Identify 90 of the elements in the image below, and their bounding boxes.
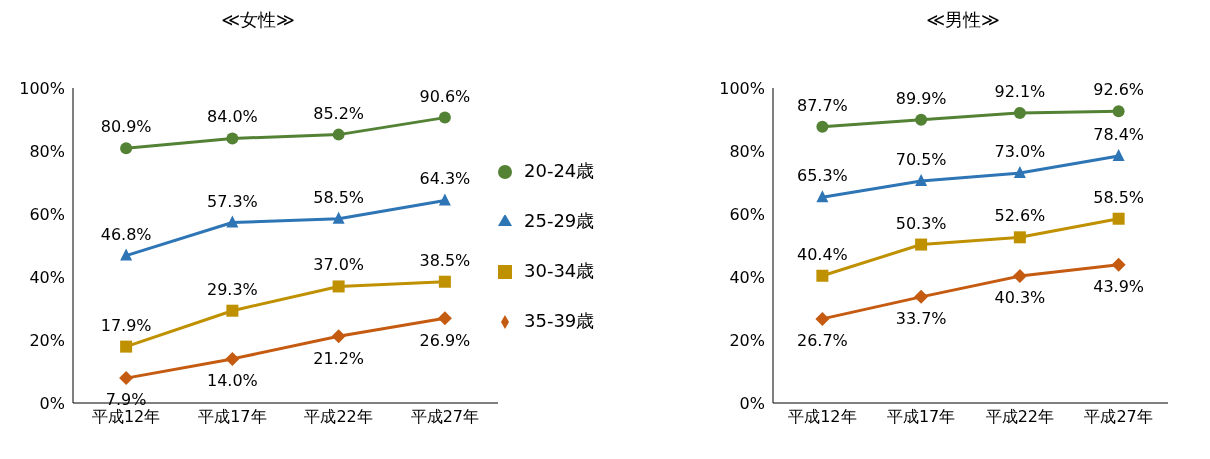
data-label: 50.3% bbox=[895, 213, 947, 233]
data-label: 43.9% bbox=[1093, 277, 1145, 297]
data-label: 92.1% bbox=[994, 81, 1046, 101]
point bbox=[120, 340, 133, 353]
data-label: 92.6% bbox=[1093, 80, 1145, 100]
y-tick-label: 40% bbox=[729, 267, 765, 287]
data-label: 46.8% bbox=[100, 224, 152, 244]
x-tick-label: 平成17年 bbox=[886, 407, 956, 427]
point bbox=[816, 190, 829, 203]
point bbox=[1013, 166, 1026, 179]
y-tick-label: 20% bbox=[729, 330, 765, 350]
data-label: 26.9% bbox=[419, 330, 471, 350]
data-label: 17.9% bbox=[100, 315, 152, 335]
point bbox=[815, 311, 830, 326]
point bbox=[332, 211, 345, 224]
point bbox=[438, 193, 451, 206]
y-tick-label: 20% bbox=[29, 330, 65, 350]
data-label: 64.3% bbox=[419, 169, 471, 189]
y-tick-label: 0% bbox=[739, 393, 765, 413]
data-label: 26.7% bbox=[796, 331, 848, 351]
data-label: 40.3% bbox=[994, 288, 1046, 308]
point bbox=[1111, 257, 1126, 272]
legend-label: 35-39歳 bbox=[524, 309, 595, 331]
legend-label: 20-24歳 bbox=[524, 159, 595, 181]
x-tick-label: 平成27年 bbox=[1084, 407, 1153, 427]
x-tick-label: 平成22年 bbox=[304, 407, 373, 427]
point bbox=[1013, 106, 1026, 119]
point bbox=[437, 311, 452, 326]
x-tick-label: 平成22年 bbox=[985, 407, 1055, 427]
y-tick-label: 60% bbox=[29, 204, 65, 224]
y-tick-label: 40% bbox=[29, 267, 65, 287]
point bbox=[915, 113, 928, 126]
data-label: 73.0% bbox=[994, 142, 1046, 162]
data-label: 85.2% bbox=[313, 103, 365, 123]
point bbox=[119, 371, 134, 386]
y-tick-label: 80% bbox=[729, 141, 765, 161]
point bbox=[1112, 105, 1125, 118]
x-tick-label: 平成12年 bbox=[788, 407, 857, 427]
chart-title: ≪男性≫ bbox=[925, 8, 1001, 32]
data-label: 65.3% bbox=[796, 166, 848, 186]
x-tick-label: 平成12年 bbox=[91, 407, 161, 427]
point bbox=[120, 248, 133, 261]
data-label: 40.4% bbox=[796, 244, 848, 264]
data-label: 29.3% bbox=[206, 279, 258, 299]
data-label: 52.6% bbox=[994, 206, 1046, 226]
data-label: 90.6% bbox=[419, 86, 471, 106]
point bbox=[332, 280, 345, 293]
legend-label: 30-34歳 bbox=[524, 259, 595, 281]
data-label: 33.7% bbox=[895, 309, 947, 329]
y-tick-label: 100% bbox=[19, 78, 65, 98]
point bbox=[226, 304, 239, 317]
point bbox=[332, 128, 345, 141]
data-label: 38.5% bbox=[419, 250, 471, 270]
data-label: 7.9% bbox=[105, 390, 147, 410]
y-tick-label: 60% bbox=[729, 204, 765, 224]
data-label: 89.9% bbox=[895, 88, 947, 108]
point bbox=[120, 142, 133, 155]
point bbox=[1112, 149, 1125, 162]
data-label: 84.0% bbox=[206, 107, 258, 127]
data-label: 57.3% bbox=[206, 191, 258, 211]
data-label: 14.0% bbox=[206, 371, 258, 391]
point bbox=[914, 289, 929, 304]
chart-title: ≪女性≫ bbox=[220, 8, 296, 32]
data-label: 21.2% bbox=[313, 348, 365, 368]
y-tick-label: 80% bbox=[29, 141, 65, 161]
point bbox=[226, 132, 239, 145]
y-tick-label: 0% bbox=[39, 393, 65, 413]
point bbox=[226, 215, 239, 228]
data-label: 70.5% bbox=[895, 149, 947, 169]
y-tick-label: 100% bbox=[719, 78, 765, 98]
point bbox=[915, 173, 928, 186]
legend-label: 25-29歳 bbox=[524, 209, 595, 231]
point bbox=[1013, 231, 1026, 244]
data-label: 78.4% bbox=[1093, 125, 1145, 145]
point bbox=[438, 111, 451, 124]
data-label: 58.5% bbox=[1093, 187, 1145, 207]
point bbox=[438, 275, 451, 288]
x-tick-label: 平成17年 bbox=[198, 407, 267, 427]
point bbox=[1112, 212, 1125, 225]
point bbox=[1012, 269, 1027, 284]
data-label: 80.9% bbox=[100, 117, 152, 137]
point bbox=[915, 238, 928, 251]
data-label: 37.0% bbox=[313, 255, 365, 275]
point bbox=[225, 351, 240, 366]
point bbox=[816, 120, 829, 133]
x-tick-label: 平成27年 bbox=[410, 407, 480, 427]
point bbox=[816, 269, 829, 282]
data-label: 58.5% bbox=[313, 187, 365, 207]
point bbox=[331, 329, 346, 344]
data-label: 87.7% bbox=[796, 95, 848, 115]
